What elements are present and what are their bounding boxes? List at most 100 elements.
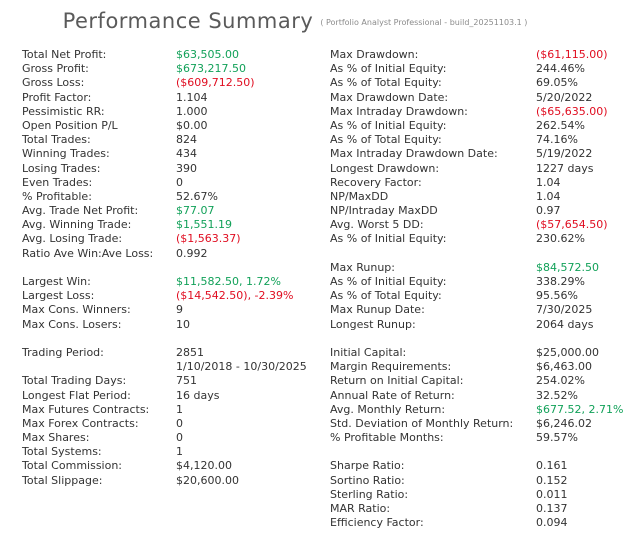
metric-label: Even Trades: [22,175,93,189]
metric-label: As % of Total Equity: [330,289,442,303]
metric-label: Max Runup Date: [330,303,425,317]
metric-value: 1 [176,402,183,416]
metric-value: $6,463.00 [536,360,592,374]
metric-label: Longest Runup: [330,317,416,331]
metric-label: Max Intraday Drawdown Date: [330,147,498,161]
metric-label: % Profitable Months: [330,431,444,445]
metric-label: Avg. Losing Trade: [22,232,123,246]
summary-row: Max Cons. Losers: 10 Longest Runup: 2064 da… [22,318,634,332]
page-title: Performance Summary [62,9,314,33]
metric-value: $63,505.00 [176,48,239,61]
metric-label: Avg. Monthly Return: [330,402,446,416]
metric-value: 1.104 [176,90,208,104]
summary-row: Sterling Ratio: 0.011 [22,488,634,502]
summary-row: Efficiency Factor: 0.094 [22,516,634,530]
metric-label: Return on Initial Capital: [330,374,464,388]
metric-label: Profit Factor: [22,90,92,104]
metric-value: $4,120.00 [176,459,232,473]
summary-row: Even Trades: 0 Recovery Factor: 1.04 [22,176,634,190]
metric-value: 2851 [176,345,204,359]
metric-value: 0 [176,416,183,430]
summary-row: Trading Period: 2851 Initial Capital: $25,0… [22,346,634,360]
summary-row: Gross Loss: ($609,712.50) As % of Total Eq… [22,76,634,90]
metric-value: 9 [176,303,183,317]
metric-value: 59.57% [536,431,578,445]
metric-label: Max Intraday Drawdown: [330,104,468,118]
metric-label: Std. Deviation of Monthly Return: [330,416,514,430]
metric-value: 1227 days [536,161,594,175]
metric-value: 1/10/2018 - 10/30/2025 [176,360,307,374]
metric-label: Gross Loss: [22,76,85,90]
summary-row: Max Forex Contracts: 0 Std. Deviation of M… [22,417,634,431]
metric-label: As % of Initial Equity: [330,118,447,132]
metric-label: Largest Win: [22,275,91,288]
metric-value: 244.46% [536,62,585,76]
summary-row: Max Shares: 0 % Profitable Months: 59.57% [22,431,634,445]
metric-value: ($65,635.00) [536,104,608,118]
metric-label: As % of Initial Equity: [330,275,447,288]
metric-value: 0.97 [536,204,561,218]
summary-row: Total Net Profit: $63,505.00 Max Drawdown:… [22,48,634,62]
report-header: Performance Summary ( Portfolio Analyst P… [0,9,612,33]
summary-row: Total Slippage: $20,600.00 Sortino Ratio: 0… [22,474,634,488]
summary-row: Total Systems: 1 [22,445,634,459]
summary-row: Profit Factor: 1.104 Max Drawdown Date: 5/2… [22,91,634,105]
metric-label: Max Drawdown Date: [330,90,449,104]
metric-value: 32.52% [536,388,578,402]
summary-row: Max Cons. Winners: 9 Max Runup Date: 7/30/2… [22,303,634,317]
metric-value: $673,217.50 [176,62,246,76]
metric-label: Sortino Ratio: [330,473,405,487]
summary-row: Gross Profit: $673,217.50 As % of Initial … [22,62,634,76]
metric-label: Sterling Ratio: [330,487,409,501]
metric-value: 1.04 [536,189,561,203]
metric-label: As % of Initial Equity: [330,62,447,76]
metric-label: Max Runup: [330,260,395,274]
metric-label: Margin Requirements: [330,360,452,374]
metric-value: $20,600.00 [176,473,239,487]
metric-value: $77.07 [176,204,215,218]
metric-label: Total Slippage: [22,473,103,487]
summary-row: Longest Flat Period: 16 days Annual Rate o… [22,389,634,403]
metric-value: ($61,115.00) [536,48,608,61]
metric-value: 262.54% [536,118,585,132]
metric-value: 10 [176,317,190,331]
summary-row: Winning Trades: 434 Max Intraday Drawdown … [22,147,634,161]
summary-row: Total Commission: $4,120.00 Sharpe Ratio: 0… [22,459,634,473]
summary-row: Open Position P/L $0.00 As % of Initial Eq… [22,119,634,133]
metric-label: Initial Capital: [330,345,407,359]
metric-label: % Profitable: [22,189,92,203]
metric-label: Total Trades: [22,133,91,147]
summary-row: Largest Loss: ($14,542.50), -2.39% As % of… [22,289,634,303]
metric-label: Losing Trades: [22,161,101,175]
metric-label: Max Futures Contracts: [22,402,150,416]
metric-label: Annual Rate of Return: [330,388,455,402]
summary-row: Avg. Losing Trade: ($1,563.37) As % of Ini… [22,232,634,246]
metric-value: 0.992 [176,246,208,260]
metric-label: Pessimistic RR: [22,104,105,118]
metric-label: As % of Initial Equity: [330,232,447,246]
summary-row [22,332,634,346]
summary-grid: Total Net Profit: $63,505.00 Max Drawdown:… [22,48,634,530]
metric-value: 5/20/2022 [536,90,593,104]
metric-label: Total Commission: [22,459,123,473]
metric-value: $6,246.02 [536,416,592,430]
summary-row: Avg. Winning Trade: $1,551.19 Avg. Worst 5… [22,218,634,232]
summary-row: Largest Win: $11,582.50, 1.72% As % of Ini… [22,275,634,289]
metric-value: 7/30/2025 [536,303,593,317]
metric-value: 5/19/2022 [536,147,593,161]
metric-label: Ratio Ave Win:Ave Loss: [22,246,154,260]
metric-label: Longest Flat Period: [22,388,131,402]
metric-value: $1,551.19 [176,218,232,232]
metric-label: Max Drawdown: [330,48,419,61]
metric-label: As % of Total Equity: [330,133,442,147]
metric-value: 95.56% [536,289,578,303]
metric-value: $677.52, 2.71% [536,402,624,416]
metric-value: 390 [176,161,197,175]
metric-value: ($14,542.50), -2.39% [176,289,294,303]
metric-value: 0 [176,175,183,189]
summary-row: % Profitable: 52.67% NP/MaxDD 1.04 [22,190,634,204]
summary-row: Ratio Ave Win:Ave Loss: 0.992 [22,247,634,261]
metric-label: Max Shares: [22,431,90,445]
metric-label: Largest Loss: [22,289,95,303]
metric-label: NP/MaxDD [330,189,389,203]
